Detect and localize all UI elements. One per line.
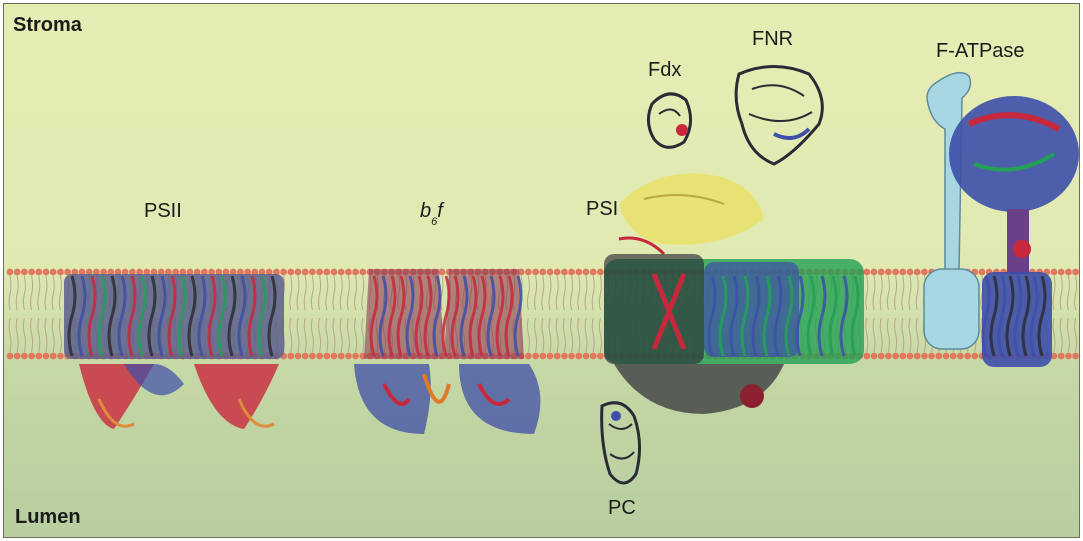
fdx-label: Fdx: [648, 59, 682, 81]
thylakoid-membrane-diagram: Stroma Lumen PSII b6f PSI Fdx FNR F-ATPa…: [3, 3, 1080, 538]
b6f-label-subscript: 6: [431, 216, 438, 228]
psi-label: PSI: [586, 198, 619, 220]
f-atpase-label: F-ATPase: [936, 40, 1025, 62]
pc-label: PC: [608, 497, 636, 519]
b6f-label-f: f: [437, 200, 443, 222]
b6f-complex: [354, 269, 541, 434]
fdx-protein: [647, 92, 692, 149]
psii-complex: [64, 274, 284, 429]
f-atpase-complex: [923, 71, 1079, 367]
psii-label: PSII: [144, 200, 182, 222]
fnr-protein: [734, 65, 824, 166]
diagram-canvas: [6, 65, 1079, 485]
lumen-label: Lumen: [15, 506, 81, 528]
fnr-label: FNR: [752, 28, 794, 50]
b6f-label-b: b: [420, 200, 432, 222]
stroma-label: Stroma: [13, 14, 82, 36]
pc-protein: [600, 401, 641, 485]
b6f-label: b6f: [420, 200, 443, 228]
psi-complex: [604, 173, 864, 414]
